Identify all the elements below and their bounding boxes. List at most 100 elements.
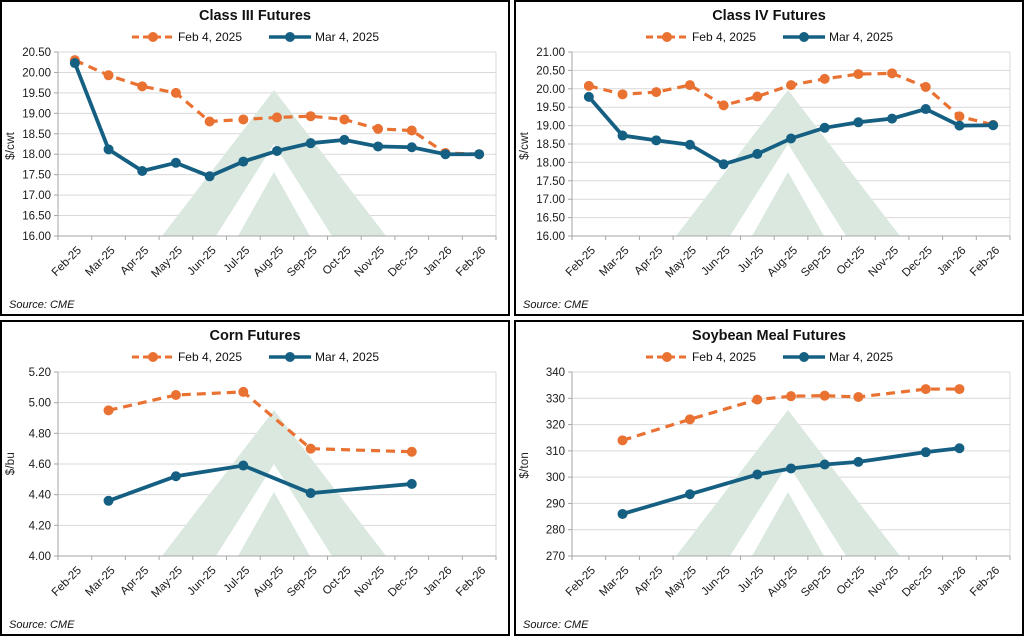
chart-title: Class IV Futures [712, 8, 826, 24]
data-point [103, 70, 114, 81]
data-point [373, 123, 384, 134]
y-axis: 4.00 4.20 4.40 4.60 4.80 5.00 5.20 [29, 367, 497, 563]
x-tick-label: May-25 [149, 565, 185, 601]
series-solid [69, 58, 485, 182]
y-axis: 270 280 290 300 310 320 330 340 [546, 367, 1011, 563]
legend-marker-dashed-icon [645, 352, 688, 362]
x-tick-label: Jan-26 [935, 245, 968, 278]
y-tick-label: 18.50 [536, 139, 565, 151]
data-point [752, 394, 763, 405]
data-point [786, 133, 796, 144]
mountain-watermark-icon [676, 410, 900, 556]
data-point [440, 149, 451, 160]
chart-body: $/cwt 16.00 16.50 17.00 17.50 18.00 18.50 19.0… [516, 46, 1022, 314]
source-note: Source: CME [523, 299, 589, 311]
x-tick-label: Sep-25 [799, 245, 834, 280]
x-tick-label: Aug-25 [765, 245, 800, 280]
legend-marker-dashed-icon [645, 32, 688, 42]
y-tick-label: 18.00 [22, 149, 51, 161]
y-axis-title: $/ton [519, 452, 531, 479]
source-note: Source: CME [523, 619, 589, 631]
data-point [718, 159, 729, 170]
legend-label: Mar 4, 2025 [829, 30, 894, 44]
y-tick-label: 18.50 [22, 129, 51, 141]
x-tick-label: Nov-25 [352, 245, 387, 280]
x-tick-label: Feb-26 [454, 245, 488, 279]
data-point [954, 443, 965, 454]
data-point [406, 478, 417, 489]
y-tick-label: 4.60 [29, 459, 51, 471]
chart-body: $/ton 270 280 290 300 310 320 330 340 Feb-25 Mar… [516, 366, 1022, 634]
y-tick-label: 20.00 [22, 67, 51, 79]
x-tick-label: Aug-25 [765, 565, 800, 600]
data-point [651, 135, 662, 146]
legend-item-feb-4-2025: Feb 4, 2025 [645, 350, 756, 364]
panel-class-iii-futures: Class III Futures Feb 4, 2025 Mar 4, 202… [0, 0, 510, 316]
y-tick-label: 4.20 [29, 520, 51, 532]
data-point [204, 171, 215, 182]
y-tick-label: 20.50 [536, 65, 565, 77]
data-point [752, 148, 763, 159]
data-point [718, 100, 729, 111]
x-tick-label: Mar-25 [83, 565, 117, 599]
x-tick-label: Feb-25 [564, 565, 598, 599]
legend: Feb 4, 2025 Mar 4, 2025 [516, 348, 1022, 366]
legend-item-mar-4-2025: Mar 4, 2025 [268, 30, 379, 44]
data-point [170, 471, 181, 482]
x-tick-label: Jan-26 [421, 565, 454, 598]
x-tick-label: Jun-25 [699, 245, 732, 278]
y-tick-label: 4.40 [29, 490, 51, 502]
legend-label: Feb 4, 2025 [177, 30, 242, 44]
panel-class-iv-futures: Class IV Futures Feb 4, 2025 Mar 4, 2025… [514, 0, 1024, 316]
data-point [373, 141, 384, 152]
series-solid [617, 443, 965, 519]
x-tick-label: Sep-25 [285, 245, 320, 280]
y-tick-label: 17.00 [22, 190, 51, 202]
legend-marker-solid-icon [269, 32, 311, 42]
data-point [406, 125, 417, 136]
chart-body: $/bu 4.00 4.20 4.40 4.60 4.80 5.00 5.20 Feb-25… [2, 366, 508, 634]
x-tick-label: May-25 [149, 245, 185, 281]
y-tick-label: 19.00 [536, 121, 565, 133]
y-tick-label: 340 [546, 367, 565, 379]
data-point [339, 114, 350, 125]
legend: Feb 4, 2025 Mar 4, 2025 [516, 28, 1022, 46]
y-tick-label: 18.00 [536, 157, 565, 169]
data-point [170, 390, 181, 400]
data-point [887, 68, 898, 79]
data-point [170, 87, 181, 98]
x-tick-label: Apr-25 [118, 565, 151, 598]
legend-label: Mar 4, 2025 [315, 30, 380, 44]
data-point [819, 73, 830, 84]
legend-marker-solid-icon [783, 32, 825, 42]
data-point [204, 116, 215, 127]
legend-marker-solid-icon [269, 352, 311, 362]
y-tick-label: 16.50 [22, 211, 51, 223]
legend-item-feb-4-2025: Feb 4, 2025 [645, 30, 756, 44]
legend-label: Feb 4, 2025 [691, 350, 756, 364]
y-tick-label: 320 [546, 420, 565, 432]
x-tick-label: Jul-25 [222, 245, 253, 276]
x-tick-label: Oct-25 [321, 245, 354, 278]
x-tick-label: Jun-25 [699, 565, 732, 598]
y-tick-label: 280 [546, 525, 565, 537]
data-point [684, 489, 695, 500]
y-axis-title: $/cwt [5, 132, 17, 160]
data-point [920, 384, 931, 395]
x-tick-label: Oct-25 [835, 565, 868, 598]
y-axis-title: $/bu [5, 452, 17, 476]
x-tick-label: Nov-25 [866, 565, 901, 600]
data-point [305, 138, 316, 149]
chart-title: Corn Futures [209, 328, 301, 344]
data-point [583, 80, 594, 91]
x-tick-label: Jun-25 [185, 245, 218, 278]
y-tick-label: 19.50 [22, 88, 51, 100]
plot-soybean-meal: 270 280 290 300 310 320 330 340 Feb-25 Mar-25 Apr… [546, 367, 1011, 600]
x-tick-label: Oct-25 [835, 245, 868, 278]
data-point [305, 111, 316, 122]
x-tick-label: Nov-25 [866, 245, 901, 280]
data-point [786, 463, 796, 474]
